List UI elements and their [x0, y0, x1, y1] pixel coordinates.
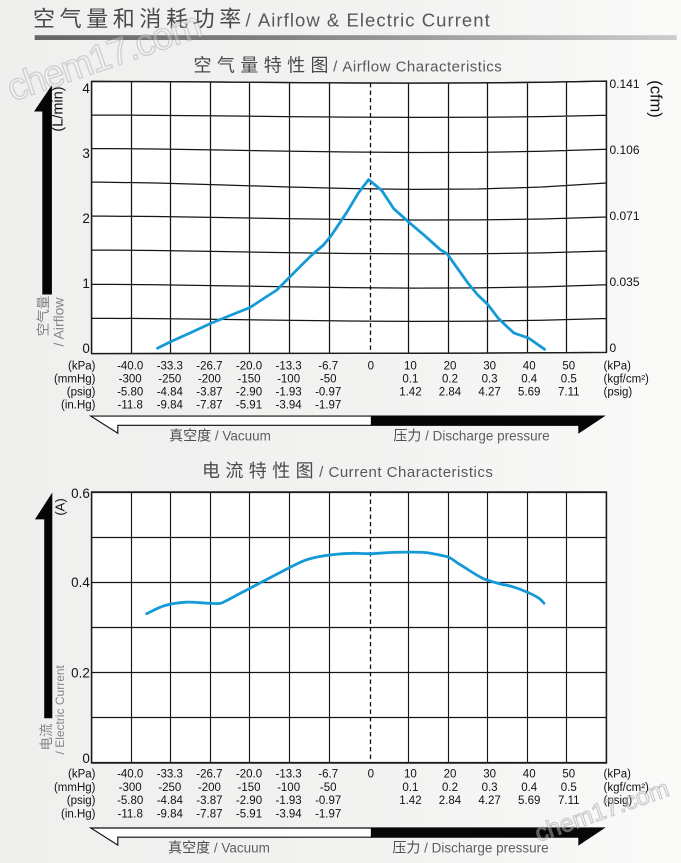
svg-text:1: 1	[82, 276, 89, 291]
svg-text:0.141: 0.141	[610, 77, 640, 91]
svg-text:空气量特性图 / Airflow Characteristi: 空气量特性图 / Airflow Characteristics	[194, 56, 503, 76]
svg-text:/ Electric Current: / Electric Current	[53, 664, 67, 754]
svg-text:(mmHg): (mmHg)	[54, 782, 96, 794]
svg-text:空气量和消耗功率 / Airflow & Electric: 空气量和消耗功率 / Airflow & Electric Current	[33, 7, 491, 32]
svg-text:压力 / Discharge pressure: 压力 / Discharge pressure	[393, 427, 549, 443]
svg-text:电流: 电流	[39, 723, 54, 751]
svg-text:0: 0	[610, 341, 617, 355]
svg-text:0.4: 0.4	[71, 575, 90, 590]
svg-text:(kgf/cm²): (kgf/cm²)	[604, 782, 650, 794]
svg-text:-11.8-9.84-7.87-5.91-3.94-1.97: -11.8 -9.84 -7.87 -5.91 -3.94 -1.97	[118, 809, 342, 821]
svg-text:真空度 / Vacuum: 真空度 / Vacuum	[169, 427, 271, 443]
svg-text:真空度 / Vacuum: 真空度 / Vacuum	[168, 839, 270, 855]
svg-text:-300-250-200-150-100-500.10.20: -300 -250 -200 -150 -100 -50 0.1 0.2 0.3 0.4 0.5	[119, 374, 577, 386]
svg-text:电流特性图 / Current Characteristic: 电流特性图 / Current Characteristics	[202, 461, 493, 481]
svg-text:(psig): (psig)	[67, 795, 96, 807]
svg-text:0: 0	[82, 751, 89, 766]
svg-text:2: 2	[82, 211, 89, 226]
svg-text:0.6: 0.6	[71, 486, 90, 501]
svg-text:(kPa): (kPa)	[604, 361, 632, 373]
svg-text:3: 3	[82, 146, 89, 161]
svg-text:0.071: 0.071	[610, 209, 640, 223]
svg-text:0.106: 0.106	[610, 143, 640, 157]
svg-text:-5.80-4.84-3.87-2.90-1.93-0.97: -5.80 -4.84 -3.87 -2.90 -1.93 -0.97 1.42 2.84 4.…	[117, 387, 579, 399]
svg-text:(psig): (psig)	[67, 387, 96, 399]
svg-text:(psig): (psig)	[604, 795, 633, 807]
svg-text:(mmHg): (mmHg)	[54, 374, 96, 386]
svg-text:压力 / Discharge pressure: 压力 / Discharge pressure	[392, 839, 548, 855]
svg-text:0.035: 0.035	[610, 275, 640, 289]
svg-text:-40.0-33.3-26.7-20.0-13.3-6.70: -40.0 -33.3 -26.7 -20.0 -13.3 -6.7 0 10 20 30 40 50	[117, 361, 575, 373]
svg-text:(kPa): (kPa)	[68, 361, 96, 373]
svg-text:(in.Hg): (in.Hg)	[61, 809, 96, 821]
svg-text:(psig): (psig)	[604, 387, 633, 399]
svg-text:-5.80-4.84-3.87-2.90-1.93-0.97: -5.80 -4.84 -3.87 -2.90 -1.93 -0.97 1.42 2.84 4.…	[117, 795, 579, 807]
svg-text:-11.8-9.84-7.87-5.91-3.94-1.97: -11.8 -9.84 -7.87 -5.91 -3.94 -1.97	[118, 400, 342, 412]
svg-text:(in.Hg): (in.Hg)	[61, 400, 96, 412]
svg-text:0.2: 0.2	[71, 665, 90, 680]
svg-text:4: 4	[82, 81, 90, 96]
svg-text:(L/min): (L/min)	[51, 86, 67, 131]
svg-text:(kgf/cm²): (kgf/cm²)	[604, 374, 650, 386]
svg-text:/ Airflow: / Airflow	[51, 297, 67, 347]
svg-text:0: 0	[82, 341, 89, 356]
svg-text:(kPa): (kPa)	[68, 769, 96, 781]
svg-text:(A): (A)	[53, 498, 68, 515]
svg-text:(kPa): (kPa)	[604, 769, 632, 781]
svg-text:(cfm): (cfm)	[647, 80, 665, 118]
svg-text:-40.0-33.3-26.7-20.0-13.3-6.70: -40.0 -33.3 -26.7 -20.0 -13.3 -6.7 0 10 20 30 40 50	[117, 769, 575, 781]
svg-text:-300-250-200-150-100-500.10.20: -300 -250 -200 -150 -100 -50 0.1 0.2 0.3 0.4 0.5	[119, 782, 577, 794]
svg-text:空气量: 空气量	[36, 296, 51, 337]
